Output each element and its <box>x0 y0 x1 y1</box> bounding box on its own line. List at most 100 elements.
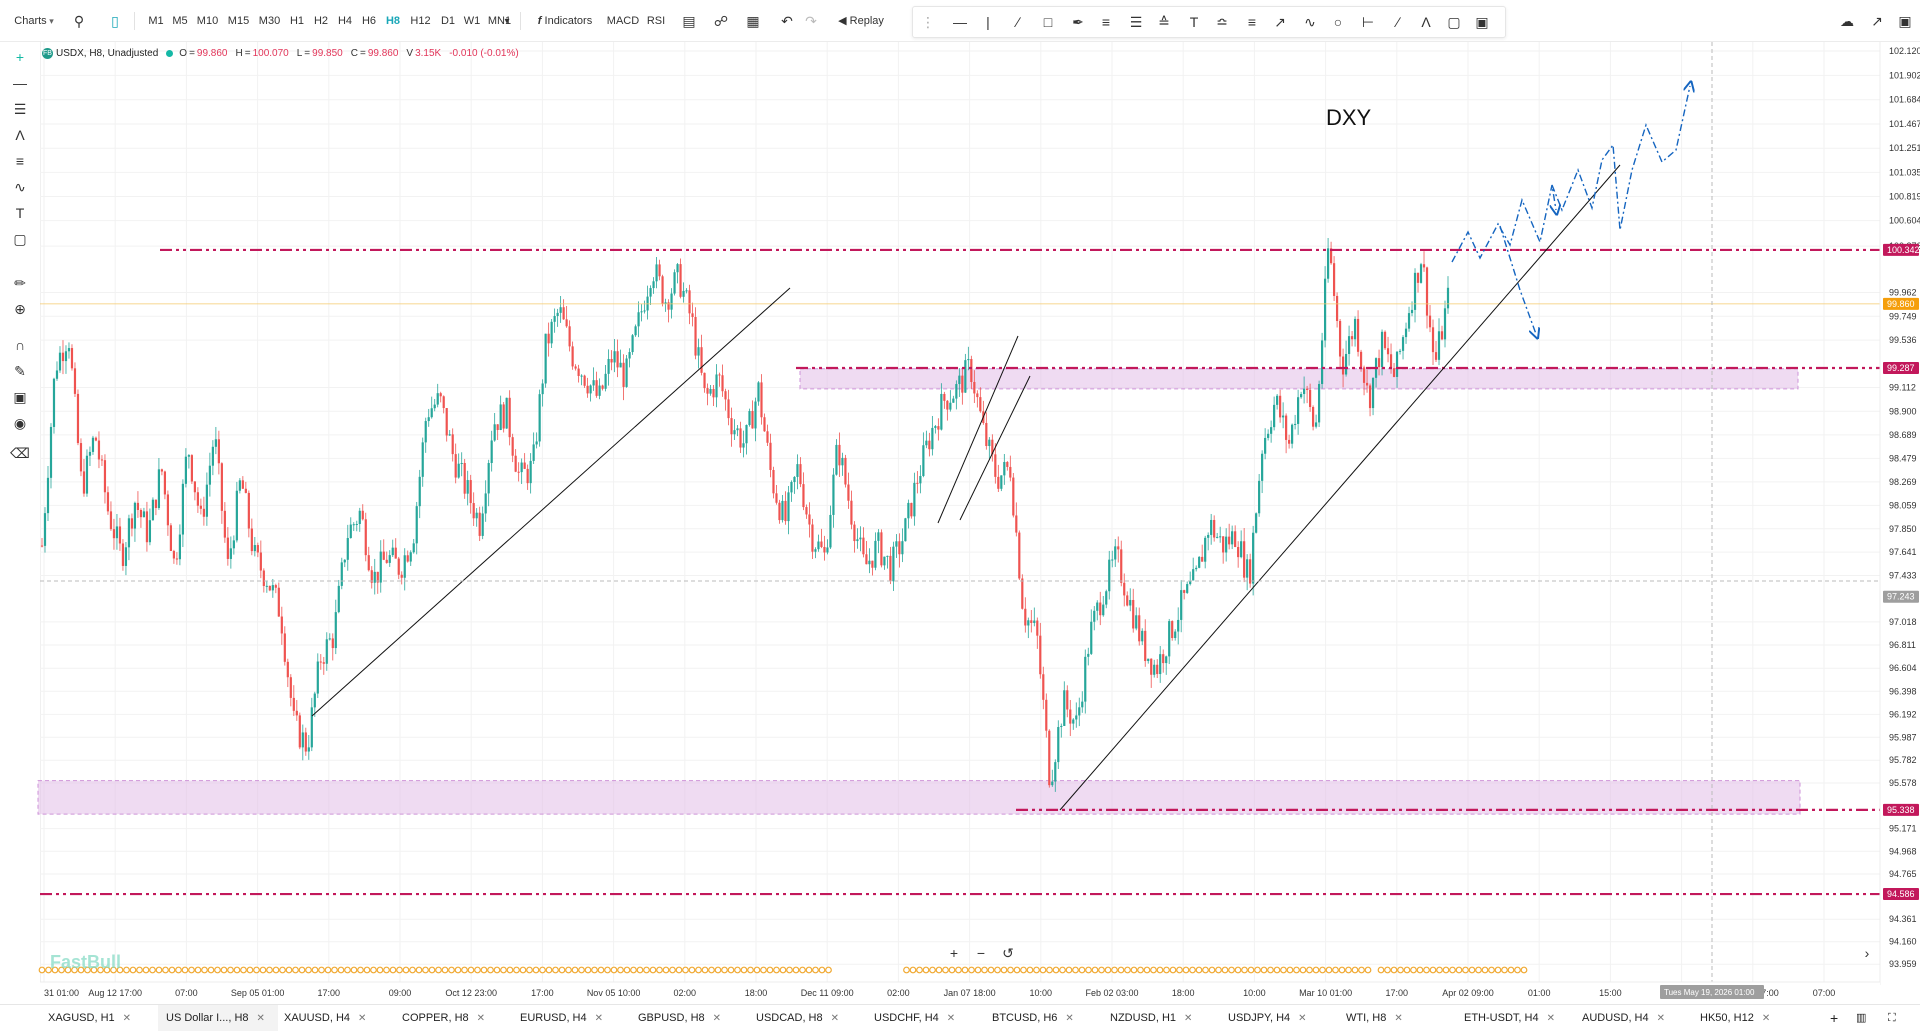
event-marker[interactable] <box>1462 966 1469 974</box>
event-marker[interactable] <box>1423 966 1430 974</box>
close-icon[interactable]: ✕ <box>1394 1013 1403 1024</box>
event-marker[interactable] <box>656 966 663 974</box>
event-marker[interactable] <box>623 966 631 974</box>
event-marker[interactable] <box>1104 966 1112 974</box>
polyline-icon[interactable]: ∿ <box>1304 13 1316 30</box>
event-marker[interactable] <box>643 966 650 974</box>
horizontal-line-icon[interactable]: — <box>953 14 967 30</box>
event-marker[interactable] <box>1241 966 1248 974</box>
event-marker[interactable] <box>929 966 936 974</box>
event-marker[interactable] <box>552 966 559 974</box>
event-marker[interactable] <box>38 966 46 974</box>
event-marker[interactable] <box>1338 966 1346 974</box>
price-scale[interactable]: 102.120 101.902 101.684 101.467 101.251 101.0… <box>1879 42 1920 985</box>
event-marker[interactable] <box>916 966 923 974</box>
event-marker[interactable] <box>90 966 98 974</box>
event-marker[interactable] <box>1312 966 1320 974</box>
trendline-left[interactable] <box>311 287 791 717</box>
event-marker[interactable] <box>201 966 208 974</box>
event-marker[interactable] <box>799 966 806 974</box>
pattern-icon[interactable]: Λ <box>1421 14 1431 30</box>
magnet-icon[interactable]: ∩ <box>14 337 26 353</box>
event-marker[interactable] <box>409 966 416 974</box>
event-marker[interactable] <box>747 966 754 974</box>
trend-line-icon[interactable]: ∕ <box>1016 14 1020 30</box>
event-marker[interactable] <box>1468 966 1476 974</box>
event-marker[interactable] <box>1078 966 1086 974</box>
event-marker[interactable] <box>97 966 104 974</box>
event-marker[interactable] <box>922 966 930 974</box>
close-icon[interactable]: ✕ <box>358 1013 367 1024</box>
timeframe-h8[interactable]: H8 <box>385 15 401 27</box>
event-marker[interactable] <box>558 966 566 974</box>
event-marker[interactable] <box>1039 966 1047 974</box>
note-icon[interactable]: ▢ <box>1447 13 1461 30</box>
close-icon[interactable]: ✕ <box>256 1013 265 1024</box>
chart-tab[interactable]: XAUUSD, H4 ✕ <box>276 1005 396 1031</box>
trendline-major[interactable] <box>1059 164 1621 811</box>
event-marker[interactable] <box>396 966 403 974</box>
event-marker[interactable] <box>1195 966 1203 974</box>
event-marker[interactable] <box>662 966 670 974</box>
event-marker[interactable] <box>701 966 709 974</box>
event-marker[interactable] <box>194 966 202 974</box>
event-marker[interactable] <box>1182 966 1190 974</box>
event-marker[interactable] <box>636 966 644 974</box>
close-icon[interactable]: ✕ <box>122 1013 132 1024</box>
chart-tab[interactable]: COPPER, H8 ✕ <box>394 1005 514 1031</box>
event-marker[interactable] <box>1358 966 1365 974</box>
event-marker[interactable] <box>383 966 390 974</box>
zone-1[interactable] <box>37 780 1801 815</box>
close-icon[interactable]: ✕ <box>1184 1013 1193 1024</box>
event-marker[interactable] <box>1449 966 1456 974</box>
gann-icon[interactable]: ≡ <box>1247 14 1257 30</box>
ray-icon[interactable]: ⊢ <box>1361 13 1375 30</box>
event-marker[interactable] <box>1325 966 1333 974</box>
event-marker[interactable] <box>974 966 982 974</box>
channel-line-upper[interactable] <box>937 335 1019 524</box>
arrow-icon[interactable]: ↗ <box>1274 13 1286 30</box>
event-marker[interactable] <box>779 966 787 974</box>
event-marker[interactable] <box>649 966 657 974</box>
event-marker[interactable] <box>1390 966 1398 974</box>
event-marker[interactable] <box>818 966 826 974</box>
event-marker[interactable] <box>227 966 234 974</box>
event-marker[interactable] <box>825 966 832 974</box>
timeframe-h12[interactable]: H12 <box>410 15 431 27</box>
event-marker[interactable] <box>441 966 449 974</box>
event-marker[interactable] <box>591 966 598 974</box>
event-marker[interactable] <box>142 966 150 974</box>
layout-icon[interactable]: ▤ <box>682 12 696 29</box>
close-icon[interactable]: ✕ <box>1656 1013 1666 1024</box>
event-marker[interactable] <box>324 966 332 974</box>
zoom-in-icon[interactable]: ⊕ <box>14 300 26 317</box>
event-marker[interactable] <box>1475 966 1482 974</box>
close-icon[interactable]: ✕ <box>1298 1013 1307 1024</box>
event-marker[interactable] <box>1260 966 1268 974</box>
share-icon[interactable]: ↗ <box>1871 12 1883 29</box>
chart-tab[interactable]: WTI, H8 ✕ <box>1338 1005 1458 1031</box>
event-marker[interactable] <box>961 966 969 974</box>
close-icon[interactable]: ✕ <box>594 1013 604 1024</box>
event-marker[interactable] <box>1254 966 1261 974</box>
event-marker[interactable] <box>1436 966 1443 974</box>
close-icon[interactable]: ✕ <box>1546 1013 1555 1024</box>
event-marker[interactable] <box>909 966 917 974</box>
event-marker[interactable] <box>279 966 286 974</box>
event-marker[interactable] <box>292 966 299 974</box>
fib-extension-icon[interactable]: ≙ <box>1158 13 1170 30</box>
event-marker[interactable] <box>331 966 338 974</box>
time-scale[interactable]: 31 01:00 Aug 12 17:00 07:00 Sep 05 01:00 17:… <box>40 981 1880 1004</box>
chart-tab[interactable]: BTCUSD, H6 ✕ <box>984 1005 1104 1031</box>
event-marker[interactable] <box>175 966 182 974</box>
event-marker[interactable] <box>357 966 364 974</box>
event-marker[interactable] <box>188 966 195 974</box>
event-marker[interactable] <box>1377 966 1385 974</box>
event-marker[interactable] <box>500 966 507 974</box>
event-marker[interactable] <box>337 966 345 974</box>
event-marker[interactable] <box>149 966 156 974</box>
event-marker[interactable] <box>968 966 975 974</box>
event-marker[interactable] <box>1384 966 1391 974</box>
event-marker[interactable] <box>1215 966 1222 974</box>
event-marker[interactable] <box>1293 966 1300 974</box>
